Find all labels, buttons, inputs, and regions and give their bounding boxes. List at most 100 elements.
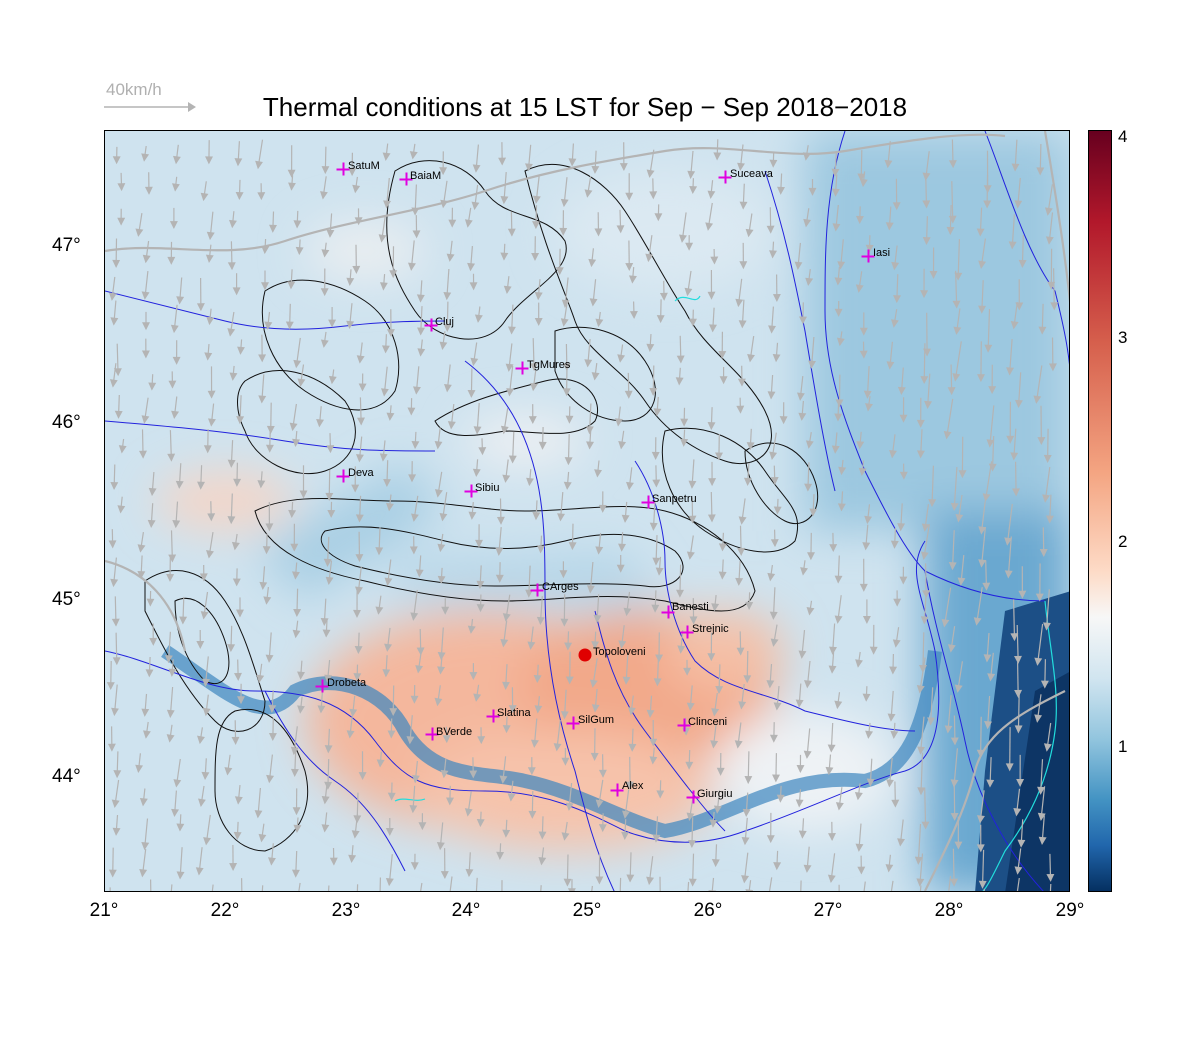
wind-arrow-head-icon bbox=[675, 377, 684, 386]
wind-arrow-head-icon bbox=[412, 230, 421, 239]
city-label-clinceni: Clinceni bbox=[688, 716, 728, 728]
wind-arrow-head-icon bbox=[834, 700, 843, 710]
wind-arrow-head-icon bbox=[890, 540, 899, 549]
wind-arrow-head-icon bbox=[689, 318, 697, 327]
wind-arrow-head-icon bbox=[776, 794, 785, 803]
wind-arrow-head-icon bbox=[268, 732, 277, 742]
wind-arrow-head-icon bbox=[713, 805, 722, 814]
wind-arrow-head-icon bbox=[565, 802, 574, 811]
wind-arrow-head-icon bbox=[827, 744, 836, 753]
wind-arrow-head-icon bbox=[708, 478, 717, 487]
x-tick-25: 25° bbox=[572, 900, 602, 921]
wind-arrow-head-icon bbox=[415, 569, 424, 578]
wind-arrow-head-icon bbox=[387, 730, 396, 739]
wind-arrow-head-icon bbox=[680, 438, 689, 447]
wind-arrow-head-icon bbox=[112, 827, 121, 836]
wind-arrow-head-icon bbox=[831, 188, 840, 197]
wind-arrow-head-icon bbox=[236, 609, 244, 618]
wind-arrow-head-icon bbox=[532, 195, 541, 204]
wind-arrow-head-icon bbox=[803, 864, 812, 873]
wind-arrow-head-icon bbox=[564, 642, 573, 651]
wind-arrow-head-icon bbox=[656, 315, 665, 324]
wind-arrow-head-icon bbox=[978, 526, 987, 535]
wind-arrow-head-icon bbox=[530, 363, 538, 372]
wind-arrow-head-icon bbox=[524, 163, 533, 172]
wind-arrow-head-icon bbox=[922, 590, 931, 599]
wind-arrow-icon bbox=[211, 884, 214, 891]
wind-arrow-head-icon bbox=[434, 697, 443, 707]
wind-arrow-head-icon bbox=[591, 372, 600, 381]
wind-arrow-head-icon bbox=[265, 444, 274, 453]
wind-arrow-head-icon bbox=[167, 256, 176, 265]
wind-arrow-head-icon bbox=[378, 234, 387, 243]
wind-arrow-head-icon bbox=[324, 745, 333, 754]
wind-arrow-head-icon bbox=[799, 316, 807, 325]
city-label-sanpetru: Sanpetru bbox=[652, 493, 697, 505]
wind-arrow-head-icon bbox=[943, 430, 952, 440]
wind-arrow-head-icon bbox=[325, 492, 334, 501]
wind-arrow-head-icon bbox=[779, 416, 788, 425]
wind-arrow-head-icon bbox=[797, 392, 805, 401]
wind-arrow-head-icon bbox=[108, 540, 117, 549]
city-marker-icon bbox=[566, 716, 580, 730]
wind-arrow-head-icon bbox=[320, 191, 328, 200]
wind-arrow-head-icon bbox=[469, 282, 478, 291]
wind-arrow-head-icon bbox=[561, 299, 570, 308]
wind-arrow-head-icon bbox=[383, 478, 391, 488]
wind-arrow-head-icon bbox=[326, 445, 335, 454]
wind-arrow-head-icon bbox=[742, 808, 751, 818]
wind-arrow-head-icon bbox=[595, 318, 604, 328]
wind-arrow-head-icon bbox=[829, 646, 838, 655]
wind-arrow-head-icon bbox=[862, 693, 871, 702]
wind-arrow-head-icon bbox=[977, 815, 985, 824]
wind-arrow-head-icon bbox=[687, 170, 696, 180]
wind-arrow-head-icon bbox=[866, 778, 875, 787]
wind-arrow-head-icon bbox=[564, 457, 573, 466]
wind-arrow-head-icon bbox=[502, 613, 511, 622]
wind-arrow-head-icon bbox=[440, 199, 449, 209]
wind-arrow-head-icon bbox=[1014, 866, 1023, 875]
wind-arrow-head-icon bbox=[137, 544, 146, 553]
wind-arrow-head-icon bbox=[355, 454, 364, 463]
x-tick-26: 26° bbox=[693, 900, 723, 921]
wind-arrow-head-icon bbox=[290, 768, 299, 777]
wind-arrow-head-icon bbox=[166, 573, 175, 582]
wind-arrow-head-icon bbox=[854, 791, 863, 801]
wind-arrow-head-icon bbox=[232, 578, 241, 587]
wind-arrow-head-icon bbox=[389, 708, 398, 717]
wind-arrow-head-icon bbox=[897, 523, 906, 532]
wind-arrow-head-icon bbox=[1011, 163, 1020, 172]
wind-arrow-head-icon bbox=[437, 543, 446, 553]
wind-arrow-head-icon bbox=[947, 644, 956, 653]
wind-arrow-head-icon bbox=[537, 545, 545, 554]
wind-arrow-icon bbox=[591, 885, 593, 891]
wind-arrow-head-icon bbox=[713, 152, 722, 161]
wind-arrow-head-icon bbox=[291, 571, 300, 580]
wind-arrow-head-icon bbox=[205, 254, 214, 263]
wind-arrow-head-icon bbox=[320, 288, 329, 297]
wind-arrow-head-icon bbox=[467, 389, 476, 398]
wind-arrow-head-icon bbox=[741, 875, 750, 884]
wind-arrow-head-icon bbox=[766, 225, 775, 234]
wind-arrow-head-icon bbox=[584, 359, 593, 368]
wind-arrow-icon bbox=[984, 461, 993, 501]
wind-arrow-icon bbox=[800, 880, 802, 891]
wind-arrow-head-icon bbox=[320, 617, 329, 627]
wind-arrow-head-icon bbox=[328, 319, 337, 328]
wind-arrow-head-icon bbox=[224, 767, 233, 776]
wind-arrow-head-icon bbox=[560, 198, 569, 208]
wind-arrow-head-icon bbox=[865, 244, 874, 253]
wind-arrow-head-icon bbox=[471, 201, 480, 211]
city-marker-icon bbox=[486, 709, 500, 723]
wind-arrow-head-icon bbox=[297, 705, 305, 714]
wind-arrow-head-icon bbox=[707, 514, 716, 523]
wind-arrow-head-icon bbox=[172, 356, 181, 365]
wind-arrow-head-icon bbox=[772, 354, 781, 363]
wind-arrow-head-icon bbox=[978, 880, 987, 889]
wind-arrow-head-icon bbox=[622, 810, 630, 819]
city-marker-icon bbox=[686, 790, 700, 804]
wind-arrow-head-icon bbox=[829, 544, 838, 553]
wind-arrow-head-icon bbox=[798, 830, 807, 839]
wind-arrow-head-icon bbox=[232, 287, 241, 296]
wind-arrow-head-icon bbox=[806, 607, 815, 616]
